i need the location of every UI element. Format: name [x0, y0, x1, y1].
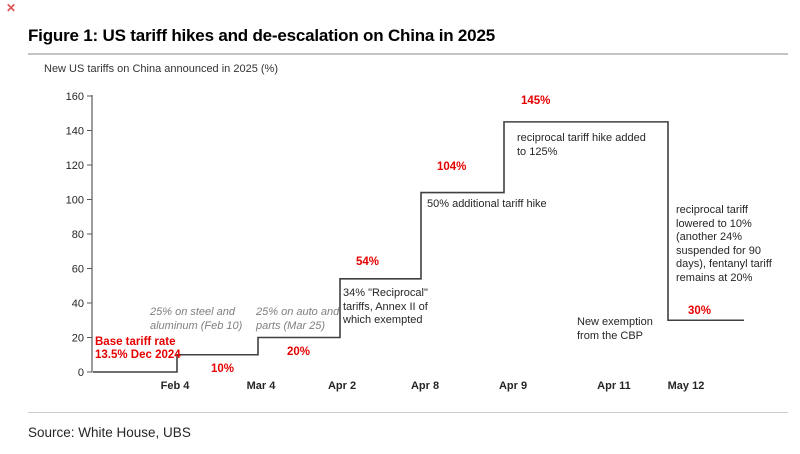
y-tick-label: 40 — [72, 298, 84, 310]
page-title: Figure 1: US tariff hikes and de-escalat… — [28, 26, 495, 45]
annotation-steel-aluminum: 25% on steel and aluminum (Feb 10) — [150, 306, 243, 332]
annotation-reciprocal-34: 34% "Reciprocal" tariffs, Annex II of wh… — [343, 287, 428, 326]
x-tick-label: Mar 4 — [247, 380, 277, 392]
y-tick-label: 0 — [78, 367, 84, 379]
y-tick-label: 120 — [66, 160, 84, 172]
annotation-base-rate: Base tariff rate 13.5% Dec 2024 — [95, 336, 181, 361]
y-tick-label: 60 — [72, 264, 84, 276]
annotation-cbp-exemption: New exemption from the CBP — [577, 316, 653, 342]
y-tick-label: 140 — [66, 126, 84, 138]
source-text: Source: White House, UBS — [28, 425, 191, 440]
annotation-feb4-rate: 10% — [211, 363, 235, 375]
footer-divider — [28, 412, 788, 413]
annotation-auto-parts: 25% on auto and parts (Mar 25) — [256, 306, 340, 332]
annotation-may12-rate: 30% — [688, 305, 712, 317]
annotation-apr9-rate: 145% — [521, 95, 551, 107]
x-tick-label: Apr 2 — [328, 380, 356, 392]
tariff-step-line — [93, 121, 744, 373]
chart-subtitle: New US tariffs on China announced in 202… — [44, 63, 278, 75]
y-tick-label: 160 — [66, 91, 84, 103]
y-tick-label: 80 — [72, 229, 84, 241]
y-tick-label: 20 — [72, 333, 84, 345]
x-tick-label: Apr 11 — [597, 380, 631, 392]
y-tick-label: 100 — [66, 195, 84, 207]
annotation-additional-50: 50% additional tariff hike — [427, 198, 547, 210]
annotation-mar4-rate: 20% — [287, 346, 311, 358]
close-icon[interactable]: ✕ — [6, 1, 17, 15]
x-tick-label: Apr 8 — [411, 380, 439, 392]
annotation-apr8-rate: 104% — [437, 161, 467, 173]
x-tick-label: Apr 9 — [499, 380, 527, 392]
annotation-hike-125: reciprocal tariff hike added to 125% — [517, 132, 646, 158]
x-tick-label: Feb 4 — [161, 380, 191, 392]
title-divider — [28, 53, 788, 55]
tariff-step-chart: 0 20 40 60 80 100 120 140 160 Feb 4 Mar 4 Apr 2 Apr … — [66, 91, 744, 392]
annotation-lowered-10: reciprocal tariff lowered to 10% (anothe… — [676, 204, 772, 284]
annotation-apr2-rate: 54% — [356, 256, 380, 268]
x-tick-label: May 12 — [668, 380, 705, 392]
